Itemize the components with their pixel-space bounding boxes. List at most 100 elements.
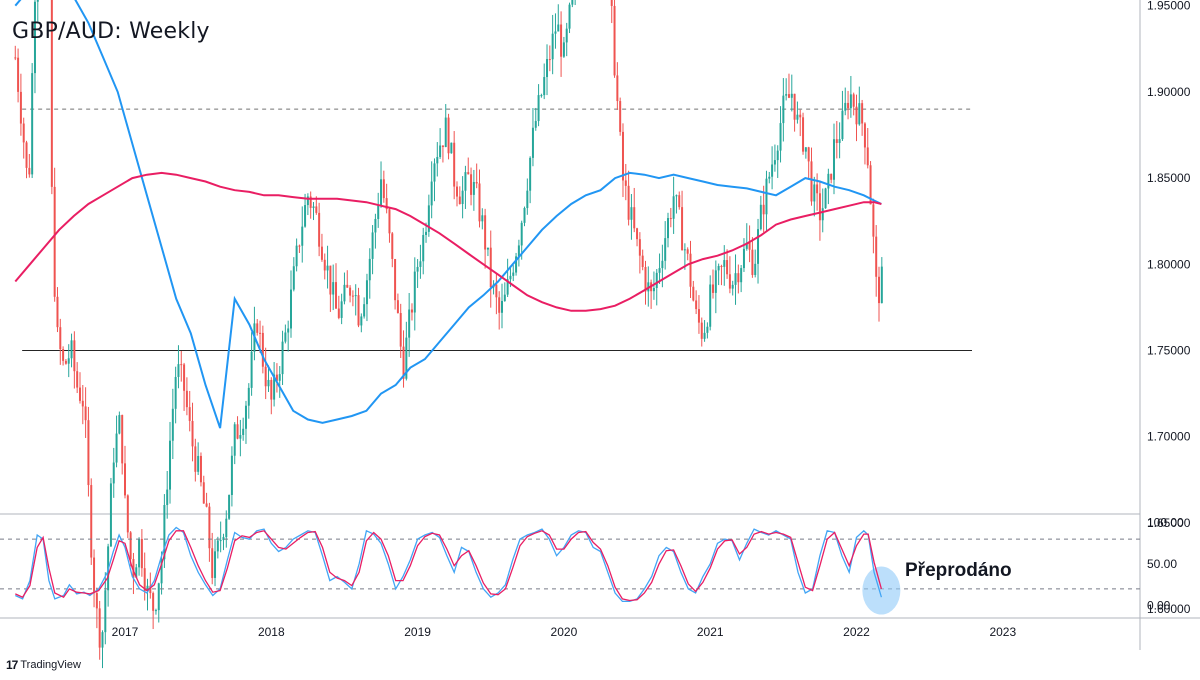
- candle-body: [228, 495, 231, 519]
- candle-body: [762, 204, 765, 215]
- candle-body: [309, 196, 312, 208]
- candle-body: [720, 265, 723, 267]
- candle-body: [351, 295, 354, 297]
- candle-body: [287, 328, 290, 333]
- stoch-tick-label: 50.00: [1147, 557, 1177, 571]
- candle-body: [630, 207, 633, 220]
- candle-body: [337, 308, 340, 318]
- candle-body: [416, 266, 419, 272]
- candle-body: [301, 226, 304, 246]
- candle-body: [734, 273, 737, 285]
- tradingview-branding[interactable]: 17 TradingView: [6, 658, 81, 672]
- candle-body: [548, 59, 551, 61]
- candle-body: [751, 249, 754, 275]
- candle-body: [638, 239, 641, 256]
- candle-body: [706, 326, 709, 333]
- candle-body: [827, 173, 830, 189]
- candle-body: [697, 309, 700, 323]
- candle-body: [59, 327, 62, 350]
- candle-body: [233, 424, 236, 456]
- candle-body: [239, 435, 242, 439]
- candle-body: [73, 340, 76, 372]
- candle-body: [152, 593, 155, 611]
- candle-body: [56, 296, 59, 328]
- candle-body: [19, 91, 22, 124]
- candle-body: [633, 207, 636, 229]
- candle-body: [436, 156, 439, 164]
- candle-body: [363, 304, 366, 317]
- candle-body: [31, 73, 34, 175]
- candle-body: [546, 59, 549, 78]
- candle-body: [807, 147, 810, 162]
- candle-body: [537, 95, 540, 122]
- candle-body: [861, 103, 864, 124]
- candle-body: [610, 0, 613, 6]
- candle-body: [22, 123, 25, 143]
- candle-body: [214, 551, 217, 578]
- moving-average-slow-line: [14, 171, 882, 312]
- candle-body: [377, 205, 380, 219]
- candle-body: [202, 482, 205, 504]
- candle-body: [723, 260, 726, 267]
- candle-body: [197, 455, 200, 472]
- candle-body: [439, 145, 442, 157]
- candle-body: [399, 313, 402, 347]
- candle-body: [844, 102, 847, 111]
- candle-body: [799, 114, 802, 118]
- candle-body: [171, 408, 174, 441]
- candle-body: [264, 366, 267, 387]
- candle-body: [138, 538, 141, 568]
- candle-body: [50, 0, 53, 187]
- candle-body: [821, 208, 824, 221]
- candle-body: [323, 259, 326, 271]
- candle-body: [737, 273, 740, 283]
- candle-body: [804, 147, 807, 152]
- candle-body: [529, 157, 532, 191]
- candle-body: [230, 455, 233, 496]
- candle-body: [278, 374, 281, 381]
- candle-body: [84, 406, 87, 421]
- candle-body: [444, 117, 447, 148]
- price-tick-label: 1.75000: [1147, 344, 1191, 358]
- candle-body: [95, 593, 98, 609]
- candle-body: [129, 532, 132, 560]
- candle-body: [177, 364, 180, 377]
- candle-body: [191, 420, 194, 447]
- candle-body: [132, 559, 135, 578]
- candle-body: [503, 294, 506, 301]
- candle-body: [126, 495, 129, 533]
- candle-body: [17, 57, 20, 92]
- candle-body: [852, 94, 855, 107]
- candle-body: [455, 186, 458, 197]
- candle-body: [565, 28, 568, 43]
- candle-body: [689, 253, 692, 287]
- candle-body: [388, 209, 391, 234]
- candle-body: [757, 229, 760, 264]
- candle-body: [371, 232, 374, 259]
- candle-body: [410, 309, 413, 313]
- candle-body: [304, 205, 307, 227]
- candle-body: [25, 142, 28, 168]
- candle-body: [773, 160, 776, 165]
- candle-body: [869, 165, 872, 205]
- candle-body: [771, 164, 774, 177]
- candle-body: [188, 407, 191, 421]
- candle-body: [109, 483, 112, 547]
- candle-body: [669, 218, 672, 220]
- stoch-tick-label: 100.00: [1147, 516, 1184, 530]
- candle-body: [36, 0, 39, 2]
- candle-body: [93, 557, 96, 594]
- candle-body: [242, 428, 245, 436]
- candle-body: [247, 387, 250, 406]
- candle-body: [816, 184, 819, 194]
- candle-body: [135, 567, 138, 578]
- candle-body: [470, 174, 473, 195]
- candle-body: [118, 415, 121, 434]
- candle-body: [374, 218, 377, 233]
- candle-body: [796, 114, 799, 120]
- candle-body: [194, 446, 197, 472]
- candle-body: [540, 95, 543, 97]
- candle-body: [62, 349, 65, 361]
- candle-body: [292, 266, 295, 290]
